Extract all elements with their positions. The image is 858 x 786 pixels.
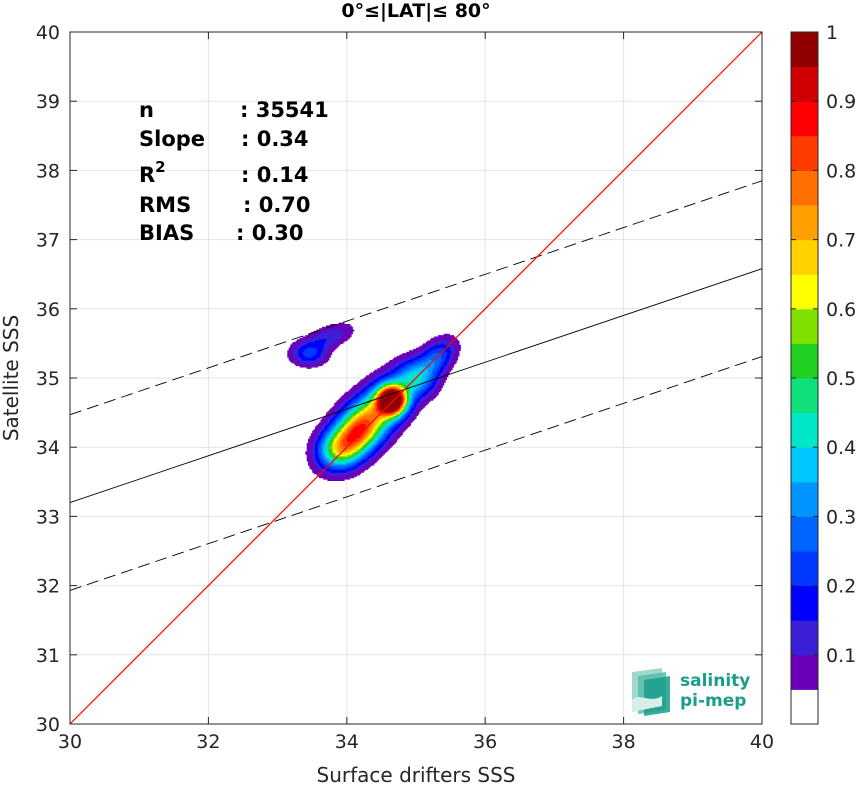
- y-tick-label-2: 32: [36, 576, 60, 598]
- x-axis-label: Surface drifters SSS: [317, 763, 516, 786]
- y-tick-label-9: 39: [36, 91, 60, 113]
- statistics-block: n : 35541 Slope : 0.34 R2 : 0.14 RMS : 0.70 BIAS…: [139, 98, 329, 245]
- x-axis-ticks: 30 32 34 36 38 40: [58, 32, 774, 753]
- logo-mark-icon: [632, 668, 670, 716]
- stat-label-1: Slope: [139, 127, 205, 151]
- y-tick-label-0: 30: [36, 714, 60, 736]
- colorbar-segment-10: [791, 343, 818, 379]
- colorbar-tick-label-4: 0.5: [826, 368, 856, 390]
- colorbar-segment-16: [791, 135, 818, 171]
- y-tick-label-1: 31: [36, 645, 60, 667]
- fit-lower-dashed-line: [69, 356, 763, 591]
- density-contours: [287, 322, 461, 481]
- colorbar-segment-2: [791, 620, 818, 656]
- fit-upper-dashed-line: [69, 180, 763, 416]
- colorbar-tick-label-9: 1: [826, 22, 838, 44]
- colorbar-segment-14: [791, 205, 818, 241]
- regression-lines: [69, 31, 763, 725]
- y-tick-label-3: 33: [36, 506, 60, 528]
- colorbar-segment-18: [791, 66, 818, 102]
- x-tick-label-1: 32: [196, 731, 220, 753]
- stat-label-3: RMS: [139, 193, 191, 217]
- colorbar-tick-label-6: 0.7: [826, 230, 856, 252]
- stat-label-0: n: [139, 98, 154, 122]
- y-axis-ticks: 30 31 32 33 34 35 36 37 38 39 40: [36, 22, 762, 736]
- salinity-pi-mep-logo: salinity pi-mep: [632, 668, 750, 716]
- colorbar-segment-1: [791, 654, 818, 690]
- colorbar-tick-label-8: 0.9: [826, 91, 856, 113]
- colorbar-tick-label-3: 0.4: [826, 437, 856, 459]
- colorbar-tick-label-5: 0.6: [826, 299, 856, 321]
- y-tick-label-10: 40: [36, 22, 60, 44]
- colorbar-segment-3: [791, 585, 818, 621]
- logo-line2: pi-mep: [680, 691, 746, 711]
- colorbar-segment-15: [791, 170, 818, 206]
- stat-value-3: : 0.70: [243, 193, 311, 217]
- x-tick-label-4: 38: [612, 731, 636, 753]
- stat-label-2: R2: [139, 158, 166, 187]
- colorbar-segment-5: [791, 516, 818, 552]
- identity-line: [69, 31, 763, 725]
- x-tick-label-0: 30: [58, 731, 82, 753]
- fit-line: [69, 268, 763, 503]
- colorbar-segment-7: [791, 447, 818, 483]
- colorbar-segment-11: [791, 308, 818, 344]
- y-axis-label: Satellite SSS: [0, 315, 23, 441]
- colorbar-segment-12: [791, 274, 818, 310]
- colorbar-tick-label-1: 0.2: [826, 576, 856, 598]
- colorbar-segment-17: [791, 101, 818, 137]
- stat-label-4: BIAS: [139, 221, 194, 245]
- colorbar-segment-19: [791, 32, 818, 68]
- x-tick-label-2: 34: [335, 731, 359, 753]
- y-tick-label-5: 35: [36, 368, 60, 390]
- stat-value-0: : 35541: [240, 98, 329, 122]
- stat-value-2: : 0.14: [241, 163, 309, 187]
- colorbar-segment-4: [791, 551, 818, 587]
- colorbar-tick-label-2: 0.3: [826, 506, 856, 528]
- colorbar-segment-0: [791, 689, 818, 725]
- logo-line1: salinity: [680, 671, 750, 691]
- stat-value-1: : 0.34: [241, 127, 309, 151]
- colorbar-segment-6: [791, 481, 818, 517]
- colorbar: 0.1 0.2 0.3 0.4 0.5 0.6 0.7 0.8 0.9 1: [790, 22, 856, 725]
- y-tick-label-4: 34: [36, 437, 60, 459]
- colorbar-tick-label-0: 0.1: [826, 645, 856, 667]
- chart-title: 0°≤|LAT|≤ 80°: [341, 0, 490, 22]
- y-tick-label-7: 37: [36, 230, 60, 252]
- x-tick-label-3: 36: [473, 731, 497, 753]
- stat-sup-2: 2: [155, 158, 165, 176]
- x-tick-label-5: 40: [750, 731, 774, 753]
- colorbar-segment-9: [791, 378, 818, 414]
- colorbar-tick-label-7: 0.8: [826, 160, 856, 182]
- colorbar-segment-13: [791, 239, 818, 275]
- colorbar-segment-8: [791, 412, 818, 448]
- y-tick-label-8: 38: [36, 160, 60, 182]
- y-tick-label-6: 36: [36, 299, 60, 321]
- stat-value-4: : 0.30: [236, 221, 304, 245]
